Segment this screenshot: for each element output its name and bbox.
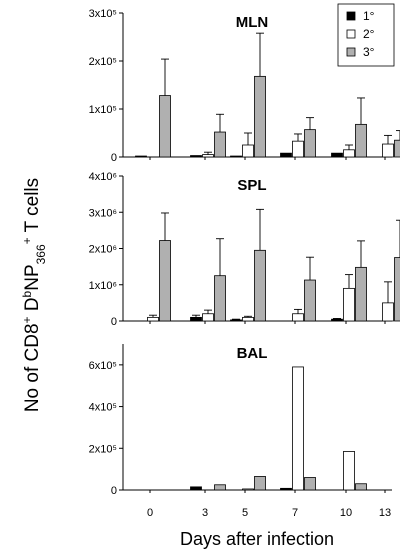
legend-label: 2° xyxy=(363,27,375,41)
bar-spl-1° xyxy=(190,316,202,322)
y-tick-label: 2x10⁵ xyxy=(89,56,117,68)
bar-bal-1° xyxy=(190,486,202,491)
y-tick-label: 6x10⁵ xyxy=(89,360,117,372)
bar-mln-2° xyxy=(242,144,254,158)
bar-mln-1° xyxy=(230,155,242,158)
x-tick-label: 7 xyxy=(292,507,298,519)
y-tick-label: 4x10⁶ xyxy=(89,171,117,183)
x-tick-label: 5 xyxy=(242,507,248,519)
bar-mln-2° xyxy=(382,143,394,158)
bar-mln-2° xyxy=(292,140,304,158)
y-tick-label: 2x10⁶ xyxy=(89,244,117,256)
y-tick-label: 1x10⁵ xyxy=(89,104,117,116)
panel-title: SPL xyxy=(237,177,266,194)
panel-title: MLN xyxy=(236,14,269,31)
y-tick-label: 0 xyxy=(111,152,117,164)
legend-swatch xyxy=(346,29,356,39)
bar-mln-1° xyxy=(280,152,292,158)
bar-spl-3° xyxy=(214,275,226,322)
legend-label: 3° xyxy=(363,45,375,59)
bar-bal-3° xyxy=(254,476,266,491)
bar-mln-3° xyxy=(394,139,400,158)
bar-bal-3° xyxy=(355,483,367,491)
legend: 1° 2° 3° xyxy=(337,3,395,67)
bar-spl-1° xyxy=(230,319,242,322)
panel-spl: 0 1x10⁶ 2x10⁶ 3x10⁶ 4x10⁶ SPL xyxy=(89,171,400,328)
bar-mln-3° xyxy=(355,123,367,158)
bar-bal-3° xyxy=(304,477,316,491)
x-axis-label: Days after infection xyxy=(180,529,334,549)
bar-bal-2° xyxy=(343,451,355,491)
x-tick-label: 13 xyxy=(379,507,391,519)
bar-bal-2° xyxy=(292,366,304,491)
panel-title: BAL xyxy=(237,345,268,362)
bar-mln-1° xyxy=(190,155,202,158)
x-tick-label: 10 xyxy=(340,507,352,519)
bar-bal-3° xyxy=(214,484,226,491)
x-tick-label: 0 xyxy=(147,507,153,519)
panel-bal: 0 2x10⁵ 4x10⁵ 6x10⁵ BAL 0 3 5 7 10 13 xyxy=(89,344,392,519)
bar-spl-2° xyxy=(242,316,254,322)
y-tick-label: 2x10⁵ xyxy=(89,443,117,455)
bar-spl-3° xyxy=(394,257,400,322)
legend-label: 1° xyxy=(363,9,375,23)
legend-swatch xyxy=(346,47,356,57)
bar-spl-1° xyxy=(331,318,343,322)
y-axis-label: No of CD8+ DbNP366+ T cells xyxy=(20,178,48,412)
y-tick-label: 3x10⁶ xyxy=(89,207,117,219)
bar-spl-3° xyxy=(304,279,316,322)
y-tick-label: 0 xyxy=(111,485,117,497)
bar-spl-3° xyxy=(159,240,171,322)
chart-panels: 0 1x10⁵ 2x10⁵ 3x10⁵ MLN 1° 2° 3° 0 1x10⁶ 2x10⁶ 3x10… xyxy=(89,3,400,519)
x-tick-label: 3 xyxy=(202,507,208,519)
bar-mln-3° xyxy=(214,131,226,158)
y-tick-label: 4x10⁵ xyxy=(89,402,117,414)
bar-mln-2° xyxy=(343,149,355,158)
bar-spl-2° xyxy=(343,287,355,322)
bar-bal-1° xyxy=(280,487,292,491)
bar-mln-3° xyxy=(304,129,316,158)
bar-mln-2° xyxy=(202,154,214,158)
bar-spl-2° xyxy=(292,313,304,322)
bar-bal-2° xyxy=(242,488,254,491)
y-tick-label: 0 xyxy=(111,316,117,328)
bar-mln-3° xyxy=(159,95,171,158)
y-tick-label: 1x10⁶ xyxy=(89,280,117,292)
bar-mln-3° xyxy=(254,75,266,158)
bar-mln-1° xyxy=(135,155,147,158)
panel-mln: 0 1x10⁵ 2x10⁵ 3x10⁵ MLN 1° 2° 3° xyxy=(89,3,400,164)
bar-spl-2° xyxy=(202,313,214,322)
legend-swatch xyxy=(346,11,356,21)
bar-spl-3° xyxy=(254,249,266,322)
bar-spl-3° xyxy=(355,266,367,322)
bar-mln-1° xyxy=(331,152,343,158)
y-tick-label: 3x10⁵ xyxy=(89,8,117,20)
bar-spl-2° xyxy=(382,302,394,322)
bar-spl-2° xyxy=(147,316,159,322)
